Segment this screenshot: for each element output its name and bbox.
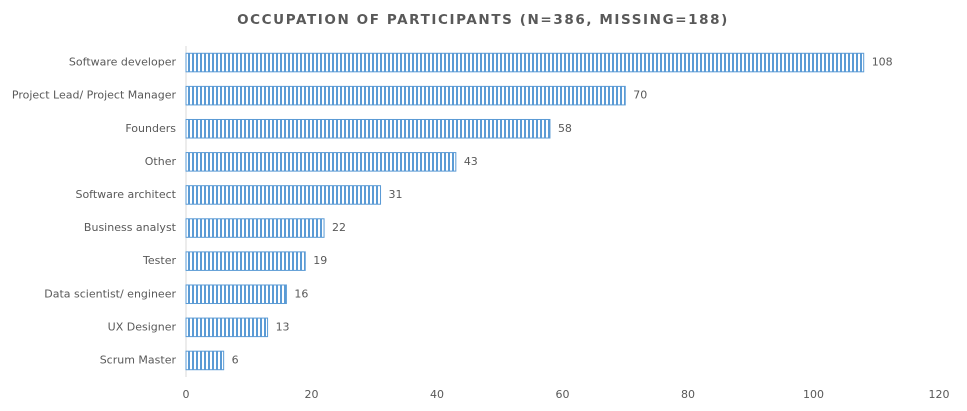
data-label: 19 [313, 254, 327, 267]
data-label: 70 [633, 89, 647, 102]
y-tick-label: Data scientist/ engineer [44, 287, 176, 300]
bar [185, 317, 269, 338]
y-tick-label: Business analyst [84, 221, 177, 234]
bar [185, 118, 551, 139]
x-tick-label: 0 [183, 388, 190, 401]
y-tick-label: Software architect [75, 188, 176, 201]
data-label: 13 [276, 320, 290, 333]
bar [185, 284, 287, 305]
y-tick-label: Project Lead/ Project Manager [12, 89, 177, 102]
bar [185, 218, 325, 238]
bar [185, 185, 382, 205]
x-tick-label: 60 [556, 388, 570, 401]
bar [185, 52, 865, 73]
x-tick-label: 40 [430, 388, 444, 401]
data-label: 22 [332, 221, 346, 234]
data-label: 31 [389, 188, 403, 201]
data-label: 108 [872, 56, 893, 69]
x-tick-label: 100 [803, 388, 824, 401]
y-tick-label: Software developer [69, 56, 177, 69]
bar [185, 350, 225, 371]
x-tick-label: 20 [305, 388, 319, 401]
data-label: 43 [464, 155, 478, 168]
y-tick-label: Tester [142, 254, 176, 267]
bar [185, 251, 306, 271]
bar [185, 152, 457, 172]
data-label: 6 [232, 353, 239, 366]
chart-title: OCCUPATION OF PARTICIPANTS (N=386, MISSI… [237, 12, 729, 28]
x-tick-label: 120 [929, 388, 950, 401]
y-tick-label: UX Designer [108, 320, 177, 333]
bar [185, 85, 626, 106]
y-tick-label: Scrum Master [100, 353, 177, 366]
x-tick-label: 80 [681, 388, 695, 401]
data-label: 16 [294, 287, 308, 300]
y-tick-label: Other [145, 155, 177, 168]
data-label: 58 [558, 122, 572, 135]
y-tick-label: Founders [125, 122, 176, 135]
